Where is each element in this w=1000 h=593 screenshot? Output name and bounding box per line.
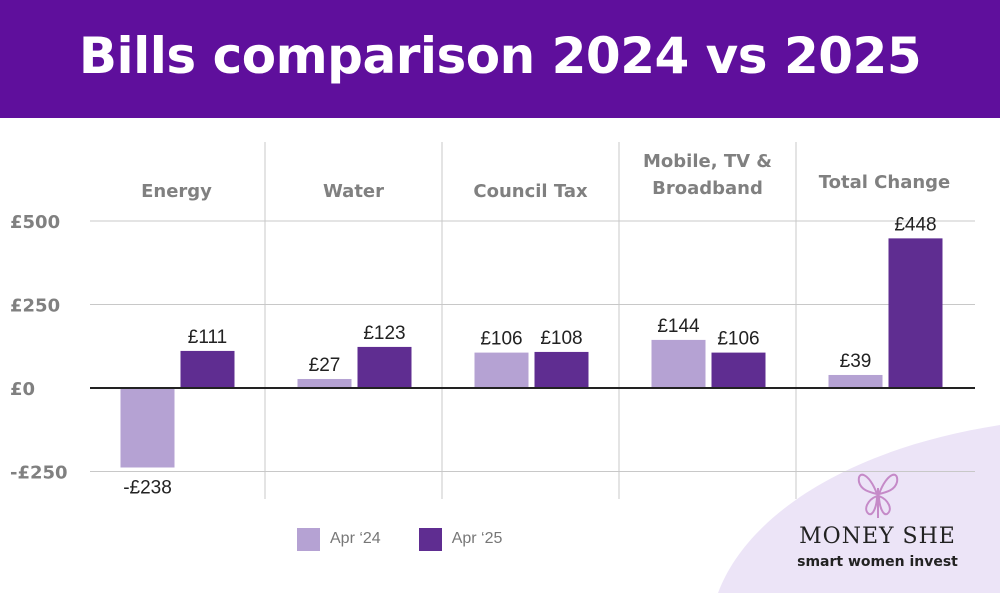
bar-apr24: [120, 388, 175, 468]
data-label-apr25: £123: [363, 323, 405, 344]
legend-label-apr25: Apr ‘25: [451, 530, 503, 547]
y-tick-label: £250: [10, 296, 60, 317]
bar-apr25: [888, 238, 943, 388]
data-label-apr25: £106: [717, 329, 759, 350]
data-label-apr25: £448: [894, 214, 936, 235]
bar-apr25: [534, 351, 589, 388]
page-title: Bills comparison 2024 vs 2025: [78, 27, 922, 85]
bar-apr25: [711, 352, 766, 388]
legend-swatch-apr25: [418, 527, 442, 551]
category-label: Mobile, TV &: [643, 151, 772, 172]
category-label: Total Change: [819, 172, 951, 193]
y-tick-label: £0: [10, 379, 35, 400]
bar-apr25: [357, 346, 412, 388]
category-label: Energy: [141, 181, 212, 202]
data-label-apr25: £111: [188, 327, 227, 348]
brand-name: MONEY SHE: [799, 524, 956, 549]
y-tick-label: -£250: [10, 463, 68, 484]
data-label-apr24: £39: [840, 351, 872, 372]
y-tick-label: £500: [10, 212, 60, 233]
category-label: Council Tax: [473, 181, 588, 202]
data-label-apr25: £108: [540, 328, 582, 349]
data-label-apr24: £27: [309, 355, 341, 376]
legend-item-apr25: Apr ‘25: [418, 527, 503, 551]
legend-item-apr24: Apr ‘24: [297, 527, 381, 551]
data-label-apr24: £106: [480, 329, 522, 350]
legend-swatch-apr24: [297, 527, 320, 551]
bar-apr24: [297, 378, 352, 388]
butterfly-icon: [857, 473, 899, 518]
bar-apr24: [651, 339, 706, 388]
category-label: Water: [323, 181, 384, 202]
bar-chart: £500 £250 £0 -£250 Energy Water Council Tax Mob…: [10, 142, 975, 499]
header-banner: Bills comparison 2024 vs 2025: [0, 0, 1000, 118]
brand-tagline: smart women invest: [797, 554, 958, 570]
data-label-apr24: £144: [657, 316, 700, 337]
brand-logo: MONEY SHE smart women invest: [770, 466, 985, 576]
bar-apr24: [474, 352, 529, 388]
legend-label-apr24: Apr ‘24: [330, 530, 381, 547]
data-label-apr24: -£238: [123, 477, 172, 498]
category-label: Broadband: [652, 178, 763, 199]
bar-apr24: [828, 374, 883, 388]
bar-apr25: [180, 350, 235, 388]
chart-legend: Apr ‘24 Apr ‘25: [297, 527, 540, 551]
